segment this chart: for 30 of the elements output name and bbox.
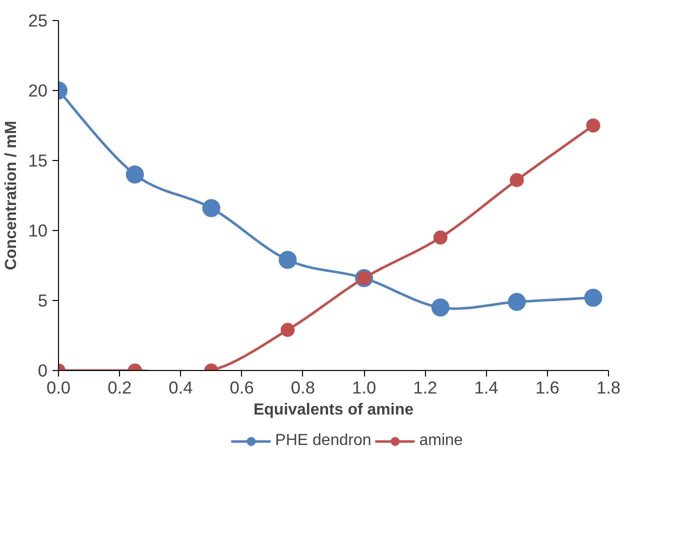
point bbox=[433, 230, 448, 244]
x-tick-label: 1.4 bbox=[474, 378, 499, 398]
y-tick-label: 25 bbox=[28, 10, 48, 30]
x-axis-title: Equivalents of amine bbox=[253, 402, 414, 418]
point bbox=[586, 118, 600, 132]
point bbox=[126, 166, 144, 184]
point bbox=[431, 298, 450, 316]
x-tick-label: 0.8 bbox=[290, 378, 315, 398]
y-axis-title: Concentration / mM bbox=[3, 120, 20, 270]
x-tick-label: 0.4 bbox=[168, 378, 194, 398]
point bbox=[280, 322, 295, 337]
legend-label: amine bbox=[419, 432, 463, 450]
x-tick-label: 0.2 bbox=[108, 378, 132, 398]
point bbox=[508, 292, 526, 311]
x-tick-label: 1.0 bbox=[352, 378, 376, 398]
y-tick-label: 0 bbox=[38, 360, 48, 380]
x-tick-label: 1.6 bbox=[535, 378, 560, 398]
y-tick-label: 15 bbox=[28, 150, 48, 170]
x-tick-label: 0.0 bbox=[46, 378, 71, 398]
y-tick-label: 20 bbox=[28, 80, 48, 100]
point bbox=[510, 173, 524, 188]
legend-label: PHE dendron bbox=[275, 432, 372, 450]
point bbox=[202, 199, 220, 218]
x-tick-label: 1.2 bbox=[413, 378, 438, 398]
x-tick-label: 0.6 bbox=[230, 378, 254, 398]
y-tick-label: 5 bbox=[38, 290, 48, 310]
y-tick-label: 10 bbox=[28, 220, 48, 240]
x-tick-label: 1.8 bbox=[596, 378, 621, 398]
point bbox=[278, 250, 297, 269]
point bbox=[584, 288, 602, 307]
